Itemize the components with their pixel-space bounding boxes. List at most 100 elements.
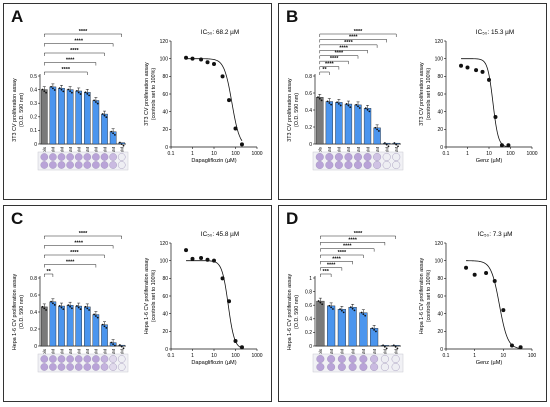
significance-label: **** <box>66 260 75 266</box>
significance-label: **** <box>74 241 83 247</box>
well <box>327 354 336 363</box>
curve-x-tick-label: 0.1 <box>443 151 450 157</box>
replicate-dot <box>332 308 334 310</box>
replicate-dot <box>376 128 379 131</box>
significance-label: **** <box>354 231 363 237</box>
well <box>334 152 343 161</box>
replicate-dot <box>387 145 390 148</box>
replicate-dot <box>76 305 78 307</box>
replicate-dot <box>119 141 121 144</box>
curve-y-tick-label: 40 <box>437 311 443 317</box>
bar-y-tick-label: 0.5 <box>30 74 37 80</box>
well <box>109 161 117 169</box>
significance-label: **** <box>354 29 363 35</box>
well <box>353 160 362 169</box>
replicate-dot <box>360 311 363 314</box>
replicate-dot <box>366 108 369 111</box>
significance-label: ** <box>322 67 327 73</box>
replicate-dot <box>382 344 384 347</box>
replicate-dot <box>112 132 114 135</box>
significance-bracket <box>44 52 105 56</box>
replicate-dot <box>88 309 90 311</box>
replicate-dot <box>349 306 352 309</box>
curve-y-tick-label: 20 <box>162 329 168 335</box>
bar <box>354 104 362 145</box>
bar <box>348 307 357 347</box>
well <box>57 161 66 169</box>
replicate-dot <box>368 110 371 113</box>
data-point <box>199 57 204 62</box>
curve-y-tick-label: 20 <box>162 127 168 133</box>
replicate-dot <box>355 103 358 106</box>
well <box>40 363 49 371</box>
well <box>109 355 117 363</box>
bar-y-tick-label: 0.8 <box>305 74 312 80</box>
curve-x-tick-label: 1 <box>191 353 194 359</box>
bar <box>92 314 100 347</box>
curve-y-tick-label: 20 <box>437 127 443 133</box>
bar <box>325 101 333 145</box>
replicate-dot <box>326 100 329 103</box>
significance-bracket <box>320 273 332 277</box>
data-point <box>205 60 210 65</box>
well <box>325 160 334 169</box>
significance-bracket <box>320 261 353 265</box>
well <box>363 160 372 169</box>
data-point <box>220 276 225 281</box>
well <box>74 363 83 371</box>
replicate-dot <box>321 303 324 306</box>
bar-y-tick-label: 0.3 <box>30 101 37 107</box>
bar <box>84 92 91 145</box>
well <box>337 354 346 363</box>
replicate-dot <box>371 327 374 330</box>
data-point <box>501 308 506 313</box>
significance-label: **** <box>74 39 83 45</box>
curve-y-axis-label: 3T3 CV proliferation assay <box>144 62 150 126</box>
replicate-dot <box>52 87 54 90</box>
data-point <box>190 56 195 61</box>
replicate-dot <box>105 326 108 329</box>
curve-x-tick-label: 1 <box>473 353 476 359</box>
curve-y-tick-label: 100 <box>160 56 169 62</box>
replicate-dot <box>397 145 399 148</box>
well <box>382 152 391 161</box>
replicate-dot <box>318 97 321 100</box>
well <box>392 152 401 161</box>
curve-y-axis-label: Hepa 1-6 CV proliferation assay <box>419 257 425 334</box>
significance-label: **** <box>325 62 334 68</box>
bar-y-tick-label: 0.4 <box>30 87 37 93</box>
curve-y-tick-label: 0 <box>165 347 168 353</box>
significance-bracket <box>44 245 114 249</box>
well <box>83 355 92 363</box>
bar <box>66 304 74 347</box>
replicate-dot <box>339 104 342 107</box>
panel-letter: A <box>11 7 24 26</box>
curve-y-tick-label: 60 <box>162 92 168 98</box>
bar-y-tick-label: 0.8 <box>305 289 312 295</box>
bar-y-axis-label: (O.D. 590 nm) <box>19 295 25 329</box>
data-point <box>212 61 216 66</box>
replicate-dot <box>122 347 125 350</box>
data-point <box>487 77 491 82</box>
curve-y-axis-label: (controls set to 100%) <box>151 68 157 121</box>
significance-label: **** <box>79 29 88 35</box>
well <box>117 363 126 371</box>
data-point <box>227 98 232 103</box>
well <box>49 161 57 169</box>
replicate-dot <box>58 87 61 90</box>
replicate-dot <box>114 133 116 136</box>
significance-bracket <box>44 273 54 277</box>
well <box>373 160 382 169</box>
significance-label: **** <box>349 34 358 40</box>
significance-bracket <box>319 33 397 37</box>
replicate-dot <box>375 330 377 333</box>
panel-chart: Hepa 1-6 CV proliferation assay (O.D. 590… <box>12 231 263 373</box>
replicate-dot <box>53 304 56 306</box>
well <box>325 152 334 161</box>
well <box>66 363 74 371</box>
ic50-label: IC₅₀: 45.8 µM <box>201 231 239 238</box>
significance-bracket <box>44 71 88 75</box>
replicate-dot <box>67 88 70 91</box>
significance-bracket <box>319 66 340 70</box>
significance-label: *** <box>323 269 330 275</box>
